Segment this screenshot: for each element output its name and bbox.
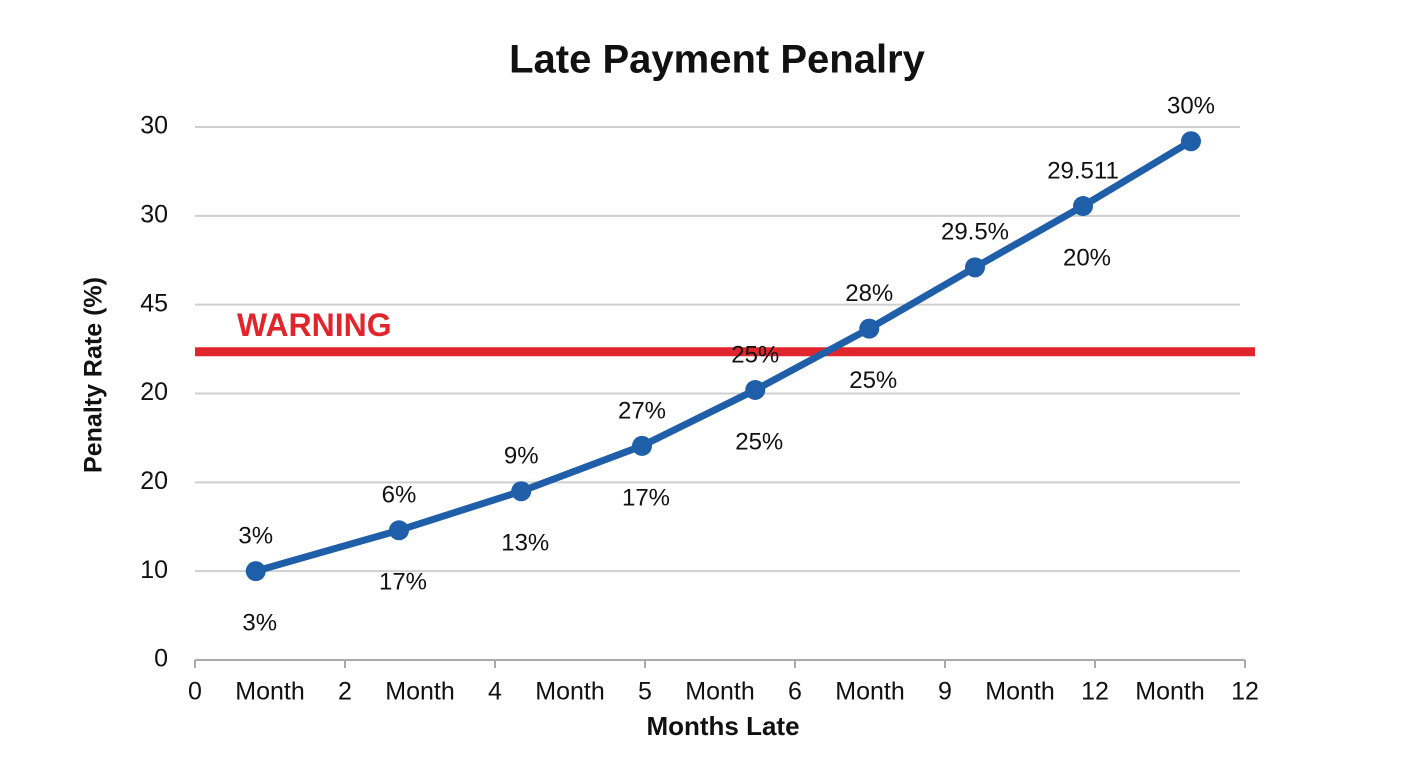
point [511, 481, 532, 502]
x-tick-label: 2 [338, 678, 352, 706]
x-tick-label: 12 [1081, 678, 1109, 706]
y-tick-label: 30 [140, 112, 168, 140]
point [632, 435, 652, 456]
data-label: 13% [501, 530, 549, 557]
data-label: 3% [238, 523, 273, 550]
data-label: 25% [731, 341, 779, 368]
y-tick-label: 10 [140, 556, 168, 584]
data-label: 17% [379, 569, 427, 596]
data-label: 6% [382, 482, 417, 509]
x-tick-label: 4 [488, 678, 502, 706]
x-tick-label: 0 [188, 678, 202, 706]
data-label: 25% [735, 428, 783, 455]
point [389, 520, 409, 541]
x-tick-label: Month [985, 678, 1054, 706]
data-label: 17% [622, 484, 670, 511]
data-label: 29.511 [1047, 157, 1119, 184]
data-label: 30% [1167, 93, 1215, 120]
point [1073, 196, 1093, 217]
x-tick-label: 12 [1231, 678, 1259, 706]
x-tick-label: Month [535, 678, 604, 706]
point [965, 257, 985, 278]
x-tick-label: 9 [938, 678, 952, 706]
x-axis-label: Months Late [646, 711, 799, 741]
y-tick-label: 45 [140, 289, 168, 317]
x-tick-label: Month [1135, 678, 1204, 706]
data-label: 20% [1063, 244, 1111, 271]
x-tick-label: Month [685, 678, 754, 706]
data-label: 29.5% [941, 219, 1009, 246]
data-label: 3% [242, 610, 277, 637]
point [859, 318, 880, 339]
data-label: 9% [504, 443, 539, 470]
point [745, 379, 766, 400]
x-tick-label: Month [235, 678, 304, 706]
y-tick-label: 0 [154, 645, 168, 673]
x-tick-label: Month [835, 678, 904, 706]
y-tick-label: 30 [140, 200, 168, 228]
point [245, 561, 266, 582]
chart-title: Late Payment Penalry [509, 38, 925, 82]
x-tick-label: 5 [638, 678, 652, 706]
data-label: 25% [849, 367, 897, 394]
data-label: 27% [618, 397, 666, 424]
y-tick-label: 20 [140, 378, 168, 406]
y-tick-label: 20 [140, 467, 168, 495]
point [1181, 131, 1201, 152]
data-label: 28% [845, 280, 893, 307]
threshold-label: WARNING [237, 307, 392, 343]
x-tick-label: Month [385, 678, 454, 706]
x-tick-label: 6 [788, 678, 802, 706]
y-axis-label: Penalty Rate (%) [80, 277, 108, 473]
